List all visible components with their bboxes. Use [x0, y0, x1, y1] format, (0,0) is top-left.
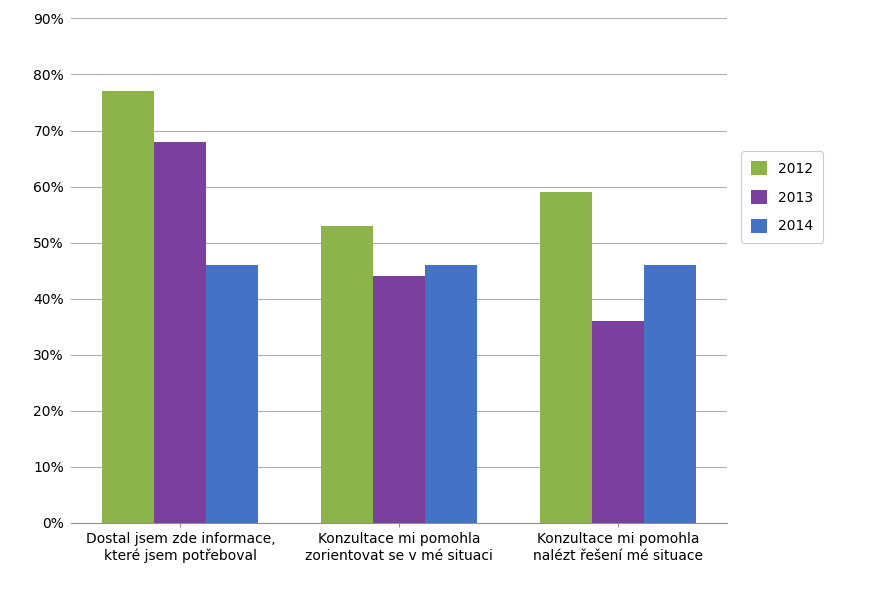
- Legend: 2012, 2013, 2014: 2012, 2013, 2014: [740, 151, 822, 243]
- Bar: [643, 265, 696, 523]
- Bar: [424, 265, 477, 523]
- Bar: [206, 265, 258, 523]
- Bar: [540, 192, 591, 523]
- Bar: [321, 226, 373, 523]
- Bar: [373, 276, 424, 523]
- Bar: [591, 321, 643, 523]
- Bar: [154, 141, 206, 523]
- Bar: [102, 91, 154, 523]
